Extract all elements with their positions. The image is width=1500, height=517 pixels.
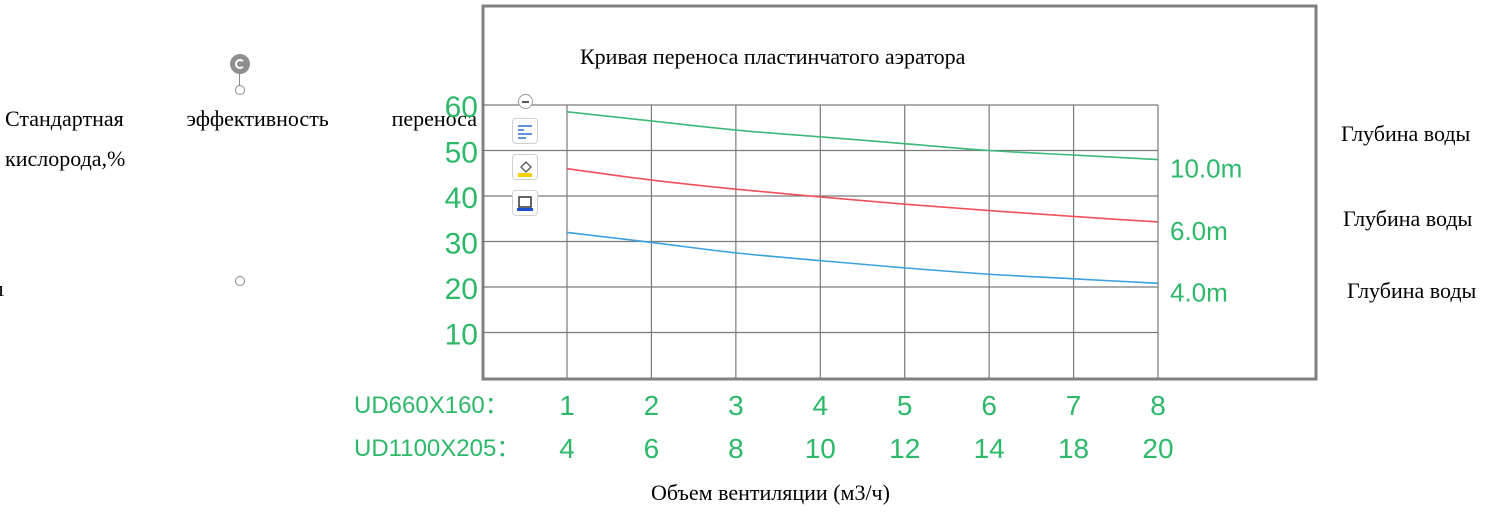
series-label: 4.0m bbox=[1170, 277, 1228, 307]
y-tick-label: 40 bbox=[445, 182, 478, 215]
ylabel-line-1: Стандартная эффективность переноса bbox=[5, 106, 477, 132]
resize-handle[interactable] bbox=[235, 85, 245, 95]
layout-options-icon-glyph bbox=[518, 125, 532, 139]
series-label: 6.0m bbox=[1170, 216, 1228, 246]
x-tick-label: 7 bbox=[1066, 390, 1082, 421]
fill-icon-glyph bbox=[518, 161, 532, 177]
x-tick-row-label: UD1100X205： bbox=[354, 435, 520, 462]
collapse-icon[interactable] bbox=[518, 94, 533, 109]
x-axis-label: Объем вентиляции (м3/ч) bbox=[651, 480, 890, 505]
x-tick-label: 8 bbox=[1150, 390, 1166, 421]
depth-label: Глубина воды bbox=[1343, 206, 1473, 231]
x-tick-label: 4 bbox=[812, 390, 828, 421]
ylabel-word: эффективность bbox=[186, 106, 329, 131]
series-label: 10.0m bbox=[1170, 154, 1242, 184]
x-tick-label: 8 bbox=[728, 433, 744, 464]
series-line-6.0m bbox=[566, 167, 1159, 223]
resize-handle[interactable] bbox=[235, 276, 245, 286]
ylabel-line-2: кислорода,% bbox=[5, 146, 126, 171]
x-tick-label: 10 bbox=[805, 433, 836, 464]
fill-icon[interactable] bbox=[512, 154, 538, 180]
x-tick-row-label: UD660X160： bbox=[354, 392, 509, 419]
layout-options-icon[interactable] bbox=[512, 118, 538, 144]
x-tick-label: 3 bbox=[728, 390, 744, 421]
series-group: 10.0m 6.0m 4.0m bbox=[566, 111, 1242, 307]
x-tick-label: 20 bbox=[1142, 433, 1173, 464]
ylabel-word: Стандартная bbox=[5, 106, 124, 131]
frame-icon-glyph bbox=[517, 196, 533, 211]
x-tick-label: 6 bbox=[644, 433, 660, 464]
series-line-10.0m bbox=[566, 111, 1159, 161]
depth-label: Глубина воды bbox=[1347, 278, 1477, 303]
x-tick-label: 5 bbox=[897, 390, 913, 421]
y-tick-label: 10 bbox=[445, 319, 478, 352]
y-tick-label: 60 bbox=[445, 91, 478, 124]
grid bbox=[483, 104, 1159, 378]
x-tick-label: 2 bbox=[644, 390, 660, 421]
x-tick-label: 6 bbox=[981, 390, 997, 421]
y-tick-label: 20 bbox=[445, 273, 478, 306]
series-line-4.0m bbox=[566, 231, 1159, 285]
frame-icon[interactable] bbox=[512, 190, 538, 216]
cut-off-text-fragment: ı bbox=[0, 276, 5, 301]
y-tick-label: 30 bbox=[445, 228, 478, 261]
chart-frame bbox=[481, 4, 1318, 381]
y-tick-label: 50 bbox=[445, 137, 478, 170]
x-tick-label: 12 bbox=[889, 433, 920, 464]
x-tick-label: 18 bbox=[1058, 433, 1089, 464]
rotate-handle-icon[interactable] bbox=[230, 54, 250, 74]
x-tick-label: 1 bbox=[559, 390, 575, 421]
ylabel-word: переноса bbox=[391, 106, 477, 131]
x-tick-label: 4 bbox=[559, 433, 575, 464]
depth-label: Глубина воды bbox=[1341, 121, 1471, 146]
rotate-handle-line bbox=[239, 74, 240, 86]
chart-title: Кривая переноса пластинчатого аэратора bbox=[580, 44, 966, 69]
x-tick-label: 14 bbox=[974, 433, 1005, 464]
